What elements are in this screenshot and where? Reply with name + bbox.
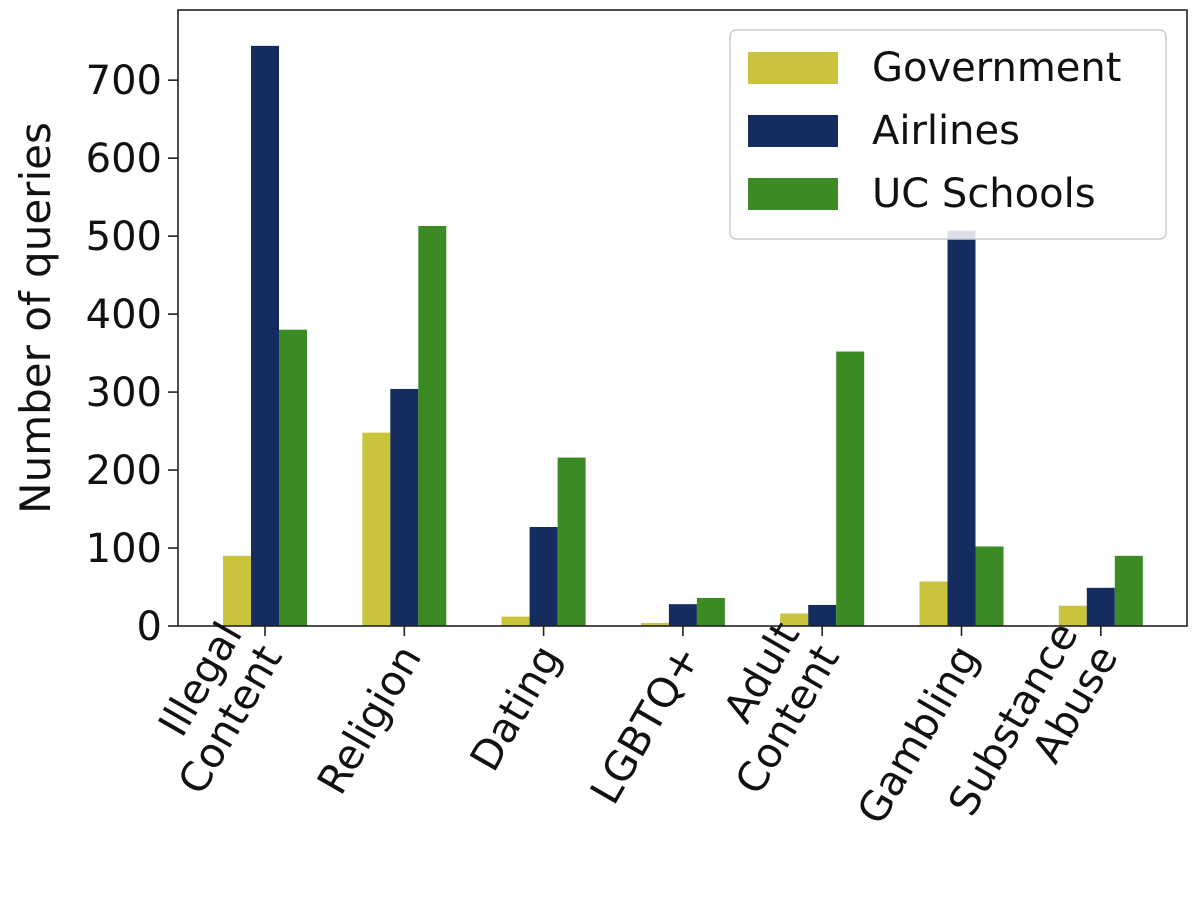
y-tick-label-200: 200	[86, 448, 162, 494]
bar-uc-schools-illegal-content	[279, 329, 307, 626]
bar-airlines-religion	[390, 388, 419, 626]
x-tick-label-lgbtq: LGBTQ+	[581, 637, 710, 812]
bar-uc-schools-religion	[418, 225, 447, 626]
x-tick-label-line: Religion	[308, 637, 431, 802]
x-tick-label-line: LGBTQ+	[581, 637, 710, 812]
bar-uc-schools-adult-content	[836, 351, 865, 626]
x-tick-label-dating: Dating	[461, 637, 571, 779]
bar-government-illegal-content	[223, 555, 251, 626]
bar-government-substance-abuse	[1058, 605, 1087, 626]
y-tick-label-100: 100	[86, 526, 162, 572]
bar-airlines-dating	[529, 526, 558, 626]
bar-uc-schools-lgbtq	[696, 597, 725, 626]
bar-airlines-illegal-content	[251, 45, 279, 627]
bars-group	[223, 45, 1143, 627]
bar-government-religion	[362, 432, 391, 626]
y-tick-label-500: 500	[86, 214, 162, 260]
bar-airlines-substance-abuse	[1086, 587, 1115, 626]
bar-airlines-lgbtq	[668, 604, 697, 626]
legend-swatch-uc-schools	[748, 178, 838, 210]
bar-uc-schools-gambling	[975, 546, 1004, 626]
x-tick-label-religion: Religion	[308, 637, 431, 802]
legend-label-government: Government	[872, 45, 1121, 91]
legend-label-airlines: Airlines	[872, 108, 1020, 154]
legend: Government Airlines UC Schools	[729, 29, 1167, 240]
x-tick-label-adult-content: AdultContent	[686, 614, 849, 802]
legend-swatch-government	[748, 52, 838, 84]
legend-swatch-airlines	[748, 115, 838, 147]
legend-label-uc-schools: UC Schools	[872, 171, 1096, 217]
bar-uc-schools-dating	[557, 457, 586, 626]
bar-airlines-gambling	[947, 230, 976, 627]
bar-government-gambling	[919, 581, 948, 626]
bar-government-adult-content	[780, 613, 809, 626]
bar-uc-schools-substance-abuse	[1114, 555, 1143, 626]
y-tick-label-0: 0	[137, 604, 162, 650]
y-tick-label-300: 300	[86, 370, 162, 416]
y-tick-label-400: 400	[86, 292, 162, 338]
y-tick-label-600: 600	[86, 136, 162, 182]
bar-airlines-adult-content	[808, 604, 837, 626]
y-tick-label-700: 700	[86, 58, 162, 104]
x-ticks-group: IllegalContent Religion Dating LGBTQ+ AdultC…	[149, 614, 1128, 832]
y-axis-label: Number of queries	[11, 122, 60, 514]
bar-government-lgbtq	[640, 622, 669, 626]
x-tick-label-line: Dating	[461, 637, 571, 779]
bar-government-dating	[501, 616, 530, 626]
y-ticks-group: 0 100 200 300 400 500 600 700	[86, 58, 178, 650]
legend-box	[729, 29, 1167, 240]
